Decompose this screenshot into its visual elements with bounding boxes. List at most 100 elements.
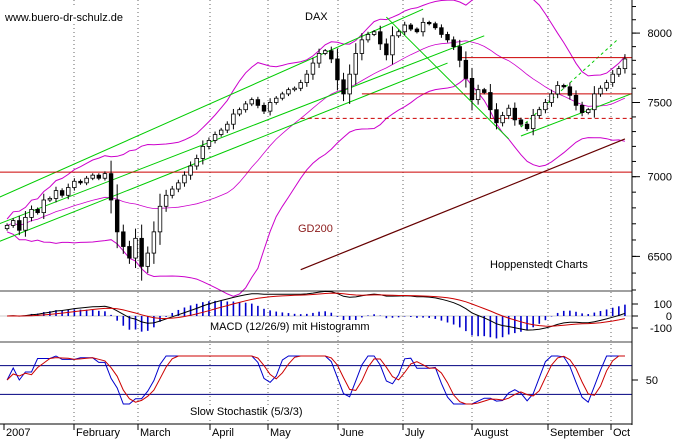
- candle: [586, 109, 591, 113]
- candle: [457, 46, 462, 61]
- candle: [579, 104, 585, 113]
- x-tick-label: May: [270, 427, 291, 439]
- x-tick-label: August: [474, 427, 508, 439]
- candle: [524, 123, 530, 130]
- candle: [280, 93, 285, 99]
- candle: [420, 21, 426, 33]
- macd-y-tick-label: -100: [650, 323, 672, 335]
- candle: [108, 173, 114, 201]
- candle: [408, 24, 414, 30]
- candle: [304, 73, 310, 84]
- candle: [488, 92, 493, 111]
- candle: [176, 182, 181, 190]
- candle: [353, 53, 358, 75]
- x-tick-label: July: [405, 427, 425, 439]
- candle: [17, 220, 22, 231]
- y-tick-label: 7500: [648, 97, 672, 109]
- candle: [90, 174, 95, 179]
- candle: [212, 134, 218, 141]
- candle: [78, 180, 83, 184]
- candle: [598, 87, 603, 95]
- candle: [243, 103, 248, 111]
- candle: [255, 99, 261, 106]
- candle: [84, 177, 89, 184]
- candle: [157, 205, 163, 233]
- candle: [475, 89, 481, 101]
- candle: [298, 82, 303, 89]
- candle: [41, 199, 46, 214]
- candle: [543, 102, 548, 111]
- stoch-title: Slow Stochastik (5/3/3): [190, 406, 303, 418]
- candle: [378, 31, 383, 45]
- y-tick-label: 8000: [648, 28, 672, 40]
- macd-panel: [0, 290, 632, 339]
- x-tick-label: 2007: [6, 427, 30, 439]
- candle: [463, 59, 469, 79]
- watermark: www.buero-dr-schulz.de: [4, 12, 123, 24]
- candle: [261, 104, 267, 112]
- candle: [121, 231, 126, 247]
- candle: [231, 113, 236, 125]
- candle: [47, 198, 53, 201]
- candle: [506, 107, 511, 116]
- candle: [329, 50, 334, 60]
- macd-title: MACD (12/26/9) mit Histogramm: [210, 321, 370, 333]
- y-tick-label: 6500: [648, 251, 672, 263]
- candle: [518, 119, 524, 125]
- stoch-label-box: [187, 405, 299, 418]
- x-tick-label: February: [76, 427, 121, 439]
- candle: [114, 199, 120, 233]
- macd-signal-line: [7, 292, 626, 327]
- candle: [225, 123, 230, 131]
- macd-y-tick-label: 0: [666, 311, 672, 323]
- candle: [561, 85, 566, 88]
- candle: [151, 231, 157, 254]
- x-tick-label: September: [550, 427, 604, 439]
- x-tick-label: April: [212, 427, 234, 439]
- candle: [439, 27, 444, 35]
- candle: [59, 190, 65, 196]
- candle: [72, 180, 77, 188]
- candle: [451, 39, 456, 48]
- candle: [35, 209, 40, 214]
- candle: [433, 23, 438, 29]
- candle: [96, 174, 102, 179]
- price-chart-title: DAX: [305, 11, 328, 23]
- candle: [237, 109, 242, 115]
- candle: [555, 85, 560, 95]
- candle: [249, 99, 254, 105]
- candle: [127, 246, 132, 259]
- macd-y-tick-label: 100: [654, 299, 672, 311]
- candle: [194, 158, 199, 167]
- candle: [445, 34, 450, 41]
- trend-middle: [0, 35, 485, 225]
- candle: [163, 194, 169, 207]
- stoch-d-line: [6, 355, 625, 405]
- candle: [218, 129, 224, 135]
- candle: [102, 173, 108, 179]
- trend-down: [386, 16, 510, 140]
- trend-recent-lower: [520, 93, 632, 137]
- candle: [549, 93, 554, 103]
- candle: [206, 140, 212, 147]
- candle: [390, 35, 395, 56]
- candle: [316, 53, 322, 64]
- candle: [133, 237, 138, 259]
- candle: [347, 73, 352, 95]
- macd-line: [7, 290, 626, 331]
- candle: [604, 82, 609, 89]
- price-chart-subtitle: Hoppenstedt Charts: [490, 259, 588, 271]
- bollinger-lower: [6, 77, 626, 297]
- candle: [322, 50, 328, 54]
- candle: [145, 252, 150, 267]
- watermark-box: [2, 8, 130, 24]
- candle: [359, 39, 365, 54]
- candle: [622, 58, 628, 70]
- candle: [139, 237, 144, 267]
- stochastic-panel: [0, 341, 632, 405]
- candle: [592, 93, 597, 111]
- candle: [573, 94, 579, 106]
- candle: [341, 79, 346, 95]
- candle: [286, 89, 291, 95]
